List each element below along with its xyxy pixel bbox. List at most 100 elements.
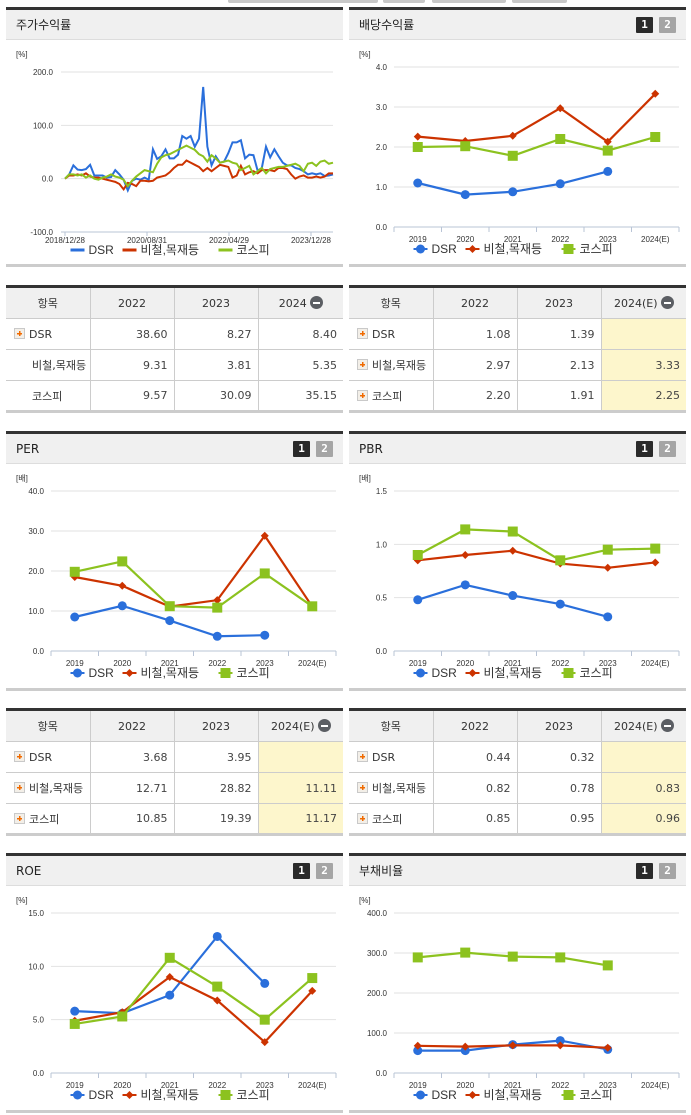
series-1	[70, 973, 317, 1047]
expand-icon[interactable]	[14, 812, 25, 824]
svg-text:2022/04/29: 2022/04/29	[209, 236, 250, 245]
cell: 1.91	[517, 380, 602, 412]
svg-text:2020: 2020	[113, 659, 131, 668]
chart-toggle: 1 2	[293, 440, 333, 457]
svg-text:-100.0: -100.0	[30, 228, 53, 237]
toggle-2-button[interactable]: 2	[659, 440, 676, 457]
series-2	[412, 947, 613, 971]
cell: 11.17	[258, 803, 343, 835]
col-header-2024e: 2024(E)	[601, 286, 686, 319]
table-row: 코스피 2.20 1.91 2.25	[349, 380, 686, 412]
expand-icon[interactable]	[357, 750, 368, 762]
cell	[601, 741, 686, 773]
svg-text:2023: 2023	[599, 235, 617, 244]
roe-panel: ROE 1 2 [%] 15.0 10.0 5.0 0.0 2019 2020 2021 202…	[6, 853, 343, 1113]
svg-text:2019: 2019	[409, 659, 427, 668]
chart-legend[interactable]: DSR 비철,목재등 코스피	[413, 1088, 613, 1102]
tab-fragment[interactable]	[512, 0, 567, 3]
series-0	[70, 601, 270, 641]
svg-text:10.0: 10.0	[28, 607, 44, 616]
row-label: DSR	[6, 318, 91, 350]
toggle-2-button[interactable]: 2	[659, 16, 676, 33]
svg-text:2019: 2019	[66, 1081, 84, 1090]
chart-legend[interactable]: DSR 비철,목재등 코스피	[70, 666, 270, 680]
tab-fragment[interactable]	[228, 0, 378, 3]
expand-icon[interactable]	[14, 750, 25, 762]
svg-text:DSR: DSR	[432, 242, 458, 256]
panel-title: PBR	[359, 441, 383, 456]
expand-icon[interactable]	[14, 782, 25, 793]
series-2	[69, 556, 318, 613]
tab-fragment[interactable]	[432, 0, 506, 3]
cell: 28.82	[174, 772, 259, 804]
toggle-1-button[interactable]: 1	[636, 862, 653, 879]
toggle-1-button[interactable]: 1	[293, 862, 310, 879]
col-header: 2023	[174, 709, 259, 742]
svg-text:비철,목재등: 비철,목재등	[141, 1088, 200, 1102]
chart-legend[interactable]: DSR 비철,목재등 코스피	[413, 242, 613, 256]
collapse-icon[interactable]	[660, 296, 674, 309]
chart-toggle: 1 2	[636, 16, 676, 33]
per-chart: [배]40.0 30.0 20.0 10.0 0.0 2019 2020 2021 2022 20…	[16, 474, 337, 680]
svg-text:2019: 2019	[66, 659, 84, 668]
svg-text:[%]: [%]	[16, 50, 28, 59]
cell: 12.71	[90, 772, 175, 804]
svg-text:비철,목재등: 비철,목재등	[141, 243, 200, 257]
collapse-icon[interactable]	[309, 296, 323, 309]
svg-text:[배]: [배]	[16, 474, 28, 483]
svg-text:2024(E): 2024(E)	[641, 1081, 670, 1090]
cell: 9.57	[90, 380, 175, 412]
expand-icon[interactable]	[357, 359, 368, 370]
toggle-1-button[interactable]: 1	[293, 440, 310, 457]
svg-text:[%]: [%]	[359, 50, 371, 59]
cell: 2.97	[433, 349, 518, 381]
expand-icon[interactable]	[14, 327, 25, 339]
svg-text:40.0: 40.0	[28, 487, 44, 496]
svg-text:2020: 2020	[456, 1081, 474, 1090]
cell: 2.13	[517, 349, 602, 381]
toggle-1-button[interactable]: 1	[636, 440, 653, 457]
toggle-2-button[interactable]: 2	[316, 862, 333, 879]
row-label: 비철,목재등	[349, 349, 434, 381]
expand-icon[interactable]	[357, 782, 368, 793]
cell: 0.32	[517, 741, 602, 773]
row-label: DSR	[6, 741, 91, 773]
chart-legend[interactable]: DSR 비철,목재등 코스피	[413, 666, 613, 680]
stock-return-table: 항목 2022 2023 2024 DSR 38.60 8.27 8.40 비철…	[6, 285, 343, 413]
cell: 5.35	[258, 349, 343, 381]
svg-text:2.0: 2.0	[376, 143, 388, 152]
expand-icon[interactable]	[357, 327, 368, 339]
svg-text:코스피: 코스피	[580, 242, 613, 256]
expand-icon[interactable]	[357, 389, 368, 401]
svg-text:2021: 2021	[161, 659, 179, 668]
svg-text:DSR: DSR	[89, 243, 115, 257]
tab-fragment[interactable]	[383, 0, 425, 3]
per-table: 항목 2022 2023 2024(E) DSR 3.68 3.95 비철,목재…	[6, 708, 343, 836]
col-header: 2022	[90, 286, 175, 319]
chart-legend[interactable]: DSR 비철,목재등 코스피	[70, 243, 270, 257]
roe-chart: [%]15.0 10.0 5.0 0.0 2019 2020 2021 2022 2023 202…	[16, 896, 337, 1102]
toggle-2-button[interactable]: 2	[316, 440, 333, 457]
svg-text:2022: 2022	[551, 659, 569, 668]
dividend-yield-panel: 배당수익률 1 2 [%] 4.0 3.0 2.0 1.0 0.0 2019 2020 2021…	[349, 7, 686, 267]
toggle-2-button[interactable]: 2	[659, 862, 676, 879]
collapse-icon[interactable]	[317, 719, 331, 732]
svg-text:5.0: 5.0	[33, 1016, 45, 1025]
series-2	[64, 144, 334, 188]
pbr-panel: PBR 1 2 [배] 1.5 1.0 0.5 0.0 2019 2020 2021 2022 2…	[349, 431, 686, 691]
chart-legend[interactable]: DSR 비철,목재등 코스피	[70, 1088, 270, 1102]
cell: 35.15	[258, 380, 343, 412]
svg-text:20.0: 20.0	[28, 567, 44, 576]
row-label: 코스피	[349, 803, 434, 835]
col-header-2024: 2024	[258, 286, 343, 319]
col-header: 항목	[349, 709, 434, 742]
svg-text:2024(E): 2024(E)	[641, 659, 670, 668]
svg-text:2023: 2023	[256, 1081, 274, 1090]
expand-icon[interactable]	[357, 812, 368, 824]
table-row: 코스피 0.85 0.95 0.96	[349, 803, 686, 835]
toggle-1-button[interactable]: 1	[636, 16, 653, 33]
collapse-icon[interactable]	[660, 719, 674, 732]
row-label: 비철,목재등	[349, 772, 434, 804]
svg-text:DSR: DSR	[89, 1088, 115, 1102]
svg-text:2023/12/28: 2023/12/28	[291, 236, 332, 245]
